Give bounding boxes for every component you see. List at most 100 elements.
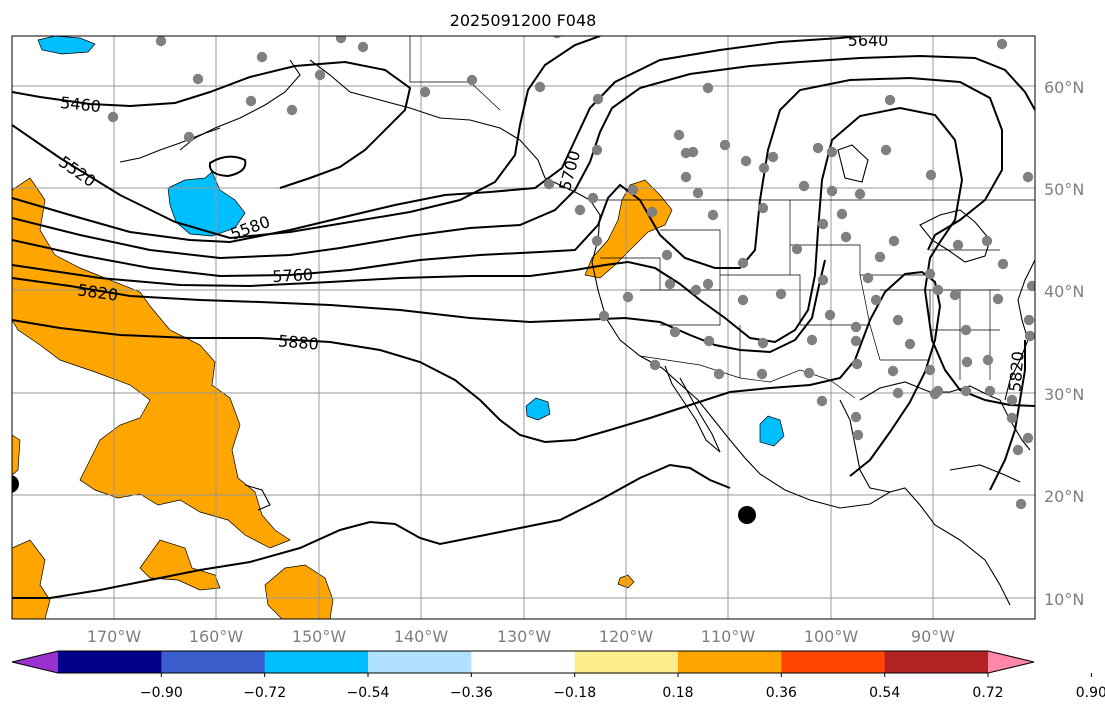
border-alaska-canada xyxy=(409,36,501,111)
station-marker xyxy=(466,74,478,86)
station-marker xyxy=(850,335,862,347)
station-marker xyxy=(984,385,996,397)
negative-region-offshore xyxy=(525,397,551,421)
station-marker xyxy=(757,202,769,214)
colorbar-ticks: −0.90 −0.72 −0.54 −0.36 −0.18 0.18 0.36 0.54 0.7… xyxy=(140,673,1105,701)
colorbar-segment xyxy=(471,651,576,673)
lon-label-140w: 140°W xyxy=(394,627,449,646)
station-marker xyxy=(680,171,692,183)
contour-label-5820-east: 5820 xyxy=(1005,350,1027,392)
station-marker xyxy=(1023,314,1035,326)
contour-5460 xyxy=(12,60,412,189)
storm-center-marker xyxy=(738,506,756,524)
station-marker xyxy=(996,38,1008,50)
station-marker xyxy=(854,188,866,200)
coastline-alaska xyxy=(179,59,546,179)
station-marker xyxy=(925,169,937,181)
coastline-aleutians xyxy=(119,127,221,163)
contour-5760 xyxy=(12,106,1035,407)
station-marker xyxy=(574,204,586,216)
station-marker xyxy=(587,192,599,204)
map-border xyxy=(11,35,1036,620)
positive-region-west-edge xyxy=(12,434,21,476)
station-marker xyxy=(880,144,892,156)
lat-label-30n: 30°N xyxy=(1044,385,1084,404)
station-marker xyxy=(737,294,749,306)
lon-label-150w: 150°W xyxy=(292,627,347,646)
station-marker xyxy=(646,206,658,218)
station-marker xyxy=(888,235,900,247)
station-marker xyxy=(335,36,347,44)
colorbar-extend-min xyxy=(12,651,58,673)
station-marker xyxy=(661,249,673,261)
colorbar-segment xyxy=(368,651,472,673)
station-marker xyxy=(806,334,818,346)
station-marker xyxy=(997,258,1009,270)
station-marker xyxy=(703,335,715,347)
lon-label-110w: 110°W xyxy=(701,627,756,646)
station-marker xyxy=(155,36,167,47)
colorbar-segment xyxy=(678,651,782,673)
station-marker xyxy=(960,324,972,336)
station-marker xyxy=(824,309,836,321)
colorbar-tick-label: −0.18 xyxy=(553,685,596,701)
station-marker xyxy=(803,367,815,379)
station-marker xyxy=(960,385,972,397)
storm-marker-west-edge xyxy=(12,475,19,493)
coastline-hawaii xyxy=(244,484,271,511)
lon-label-160w: 160°W xyxy=(189,627,244,646)
colorbar-tick-label: 0.72 xyxy=(972,685,1003,701)
colorbar-tick-label: 0.18 xyxy=(662,685,693,701)
station-marker xyxy=(702,82,714,94)
lat-label-10n: 10°N xyxy=(1044,590,1084,609)
station-marker xyxy=(357,41,369,53)
station-marker xyxy=(887,365,899,377)
station-marker xyxy=(949,289,961,301)
colorbar-tick-label: −0.90 xyxy=(140,685,183,701)
station-marker xyxy=(192,73,204,85)
station-marker xyxy=(932,284,944,296)
station-marker xyxy=(183,131,195,143)
station-marker xyxy=(690,284,702,296)
station-marker xyxy=(798,180,810,192)
lon-label-100w: 100°W xyxy=(804,627,859,646)
negative-region-mexico xyxy=(759,415,785,447)
lon-label-90w: 90°W xyxy=(911,627,955,646)
longitude-labels: 170°W 160°W 150°W 140°W 130°W 120°W 110°… xyxy=(87,627,955,646)
station-marker xyxy=(534,81,546,93)
station-marker xyxy=(673,129,685,141)
station-marker xyxy=(924,268,936,280)
station-markers xyxy=(107,36,1035,510)
station-marker xyxy=(286,104,298,116)
station-marker xyxy=(992,293,1004,305)
station-marker xyxy=(767,151,779,163)
colorbar: −0.90 −0.72 −0.54 −0.36 −0.18 0.18 0.36 0.54 0.7… xyxy=(11,650,1105,701)
contour-5880 xyxy=(12,270,942,477)
station-marker xyxy=(591,235,603,247)
contour-5700 xyxy=(12,76,1003,278)
station-marker xyxy=(680,147,692,159)
contour-label-5760: 5760 xyxy=(272,265,314,286)
station-marker xyxy=(840,231,852,243)
colorbar-tick-label: 0.36 xyxy=(766,685,797,701)
positive-anomaly-regions xyxy=(12,177,673,619)
colorbar-tick-label: −0.54 xyxy=(347,685,390,701)
colorbar-segment xyxy=(58,651,162,673)
grid-lines xyxy=(12,36,1035,619)
station-marker xyxy=(622,291,634,303)
station-marker xyxy=(981,235,993,247)
station-marker xyxy=(552,36,562,39)
station-marker xyxy=(1006,412,1018,424)
positive-region-southwest-a xyxy=(12,539,51,619)
station-marker xyxy=(592,93,604,105)
station-marker xyxy=(982,354,994,366)
colorbar-tick-label: 0.90 xyxy=(1076,685,1105,701)
station-marker xyxy=(245,95,257,107)
station-marker xyxy=(892,314,904,326)
station-marker xyxy=(816,395,828,407)
coastlines xyxy=(119,59,1035,606)
station-marker xyxy=(961,356,973,368)
station-marker xyxy=(692,187,704,199)
lon-label-170w: 170°W xyxy=(87,627,142,646)
